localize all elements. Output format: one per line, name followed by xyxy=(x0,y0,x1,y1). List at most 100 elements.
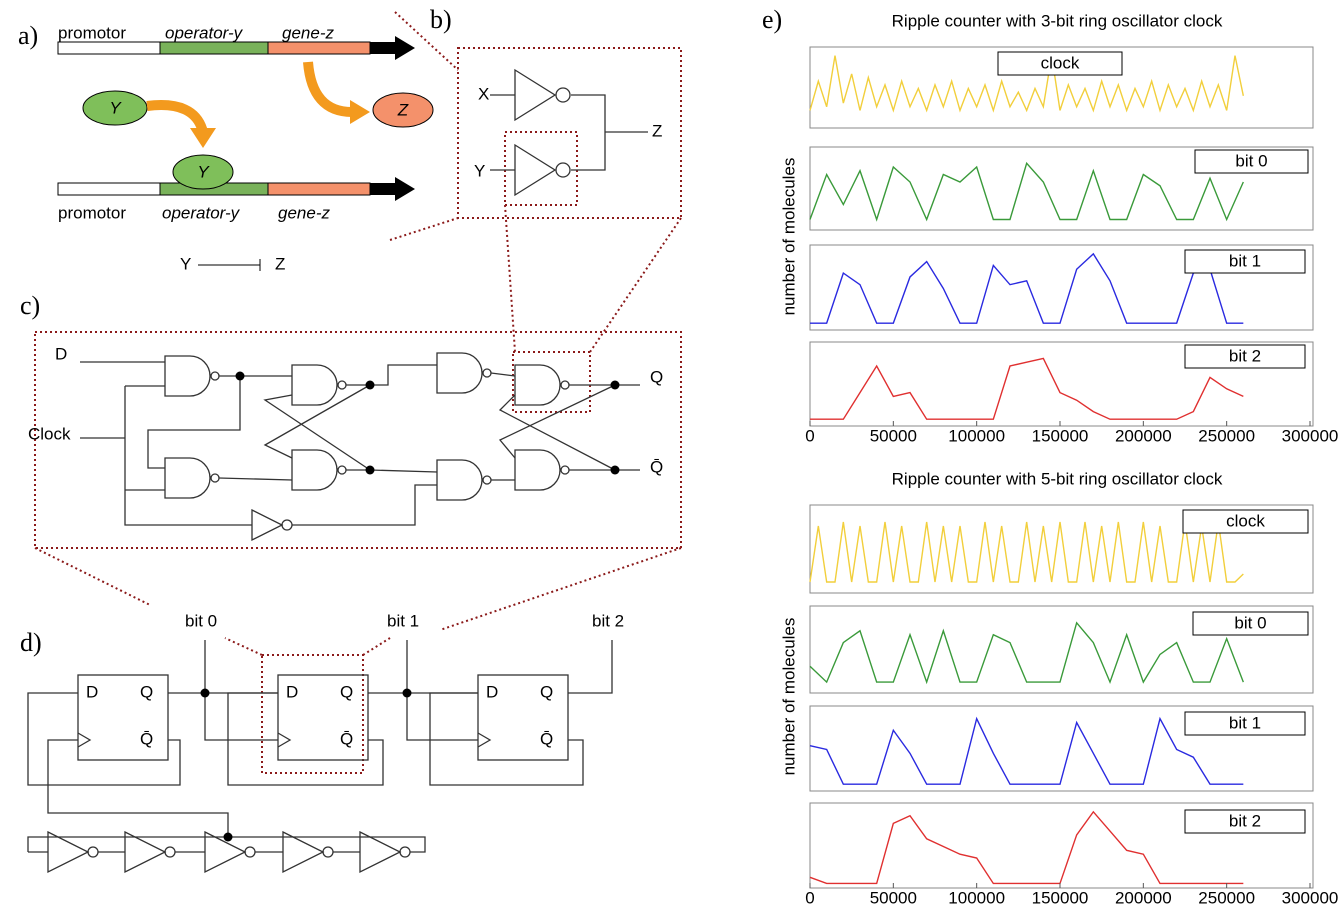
promoter: promotor xyxy=(58,23,126,42)
wire xyxy=(292,485,437,525)
chart: bit 1 xyxy=(810,245,1313,330)
bubble xyxy=(400,847,410,857)
inverter xyxy=(360,832,400,872)
wire xyxy=(219,478,292,480)
junction xyxy=(403,689,412,698)
pin-label: Q̄ xyxy=(140,729,153,748)
output: Q̄ xyxy=(650,457,663,476)
junction xyxy=(611,466,620,475)
x-tick-label: 50000 xyxy=(870,888,917,907)
bit-label: bit 0 xyxy=(185,611,217,630)
bubble xyxy=(561,466,569,474)
legend-label: clock xyxy=(1041,53,1080,72)
chart-title: Ripple counter with 5-bit ring oscillato… xyxy=(892,469,1223,488)
bubble xyxy=(338,381,346,389)
input: Clock xyxy=(28,424,71,443)
chart: bit 0 xyxy=(810,147,1313,230)
pin-label: Q xyxy=(140,682,153,701)
bubble xyxy=(282,520,292,530)
panel-d: d) bit 0 bit 1 bit 2 DQQ̄DQQ̄DQQ̄ xyxy=(20,611,624,872)
relation-to: Z xyxy=(275,254,285,273)
bubble xyxy=(245,847,255,857)
y-axis-label: number of molecules xyxy=(779,618,798,776)
bubble xyxy=(211,372,219,380)
bubble xyxy=(338,466,346,474)
chart: bit 205000010000015000020000025000030000… xyxy=(805,342,1338,445)
output: Q xyxy=(650,367,663,386)
junction xyxy=(224,833,233,842)
nand-gate xyxy=(437,353,482,393)
nand-gate xyxy=(165,458,210,498)
bubble xyxy=(211,474,219,482)
input: X xyxy=(478,84,489,103)
wire xyxy=(228,693,383,785)
panel-b: b) X Y Z xyxy=(390,5,681,352)
clock-input xyxy=(478,733,490,747)
panel-label: a) xyxy=(18,21,38,50)
inverter xyxy=(283,832,323,872)
wire xyxy=(346,365,437,385)
wire xyxy=(430,693,583,785)
bubble xyxy=(483,476,491,484)
junction xyxy=(201,689,210,698)
bit-label: bit 1 xyxy=(387,611,419,630)
nand-gate xyxy=(437,460,482,500)
x-tick-label: 150000 xyxy=(1032,888,1089,907)
pin-label: Q xyxy=(540,682,553,701)
clock-input xyxy=(78,733,90,747)
chart: bit 1 xyxy=(810,706,1313,791)
x-tick-label: 100000 xyxy=(948,426,1005,445)
wire xyxy=(48,740,228,837)
wire xyxy=(148,376,240,468)
pin-label: D xyxy=(286,682,298,701)
nand-gate xyxy=(515,450,560,490)
chart: bit 205000010000015000020000025000030000… xyxy=(805,803,1338,907)
legend-label: clock xyxy=(1226,511,1265,530)
wire xyxy=(28,693,180,785)
panel-c: c) D Clock Q Q̄ xyxy=(20,291,681,630)
panel-e: e) xyxy=(762,5,782,34)
relation-from: Y xyxy=(180,254,191,273)
bubble xyxy=(165,847,175,857)
wire xyxy=(125,386,252,525)
bound-repressor: Y xyxy=(197,162,210,181)
promoter: promotor xyxy=(58,203,126,222)
panel-label: d) xyxy=(20,628,42,657)
legend-label: bit 2 xyxy=(1229,346,1261,365)
x-tick-label: 100000 xyxy=(948,888,1005,907)
operator: operator-y xyxy=(162,203,241,222)
chart-title: Ripple counter with 3-bit ring oscillato… xyxy=(892,11,1223,30)
wire xyxy=(568,640,612,693)
figure: a) promotor operator-y gene-z Y Z Y prom… xyxy=(0,0,1343,907)
junction xyxy=(366,381,375,390)
bubble xyxy=(561,381,569,389)
x-tick-label: 50000 xyxy=(870,426,917,445)
output: Z xyxy=(652,121,662,140)
wire xyxy=(500,395,615,470)
legend-label: bit 0 xyxy=(1235,151,1267,170)
pin-label: Q̄ xyxy=(340,729,353,748)
x-tick-label: 0 xyxy=(805,426,814,445)
panel-a: a) promotor operator-y gene-z Y Z Y prom… xyxy=(18,21,433,274)
product: Z xyxy=(397,100,409,119)
pin-label: D xyxy=(86,682,98,701)
panel-label: c) xyxy=(20,291,40,320)
pin-label: Q̄ xyxy=(540,729,553,748)
nand-gate xyxy=(292,450,337,490)
legend-label: bit 1 xyxy=(1229,251,1261,270)
pin-label: Q xyxy=(340,682,353,701)
wire xyxy=(346,470,437,472)
legend-label: bit 2 xyxy=(1229,811,1261,830)
wire xyxy=(491,373,515,376)
bit-label: bit 2 xyxy=(592,611,624,630)
legend-label: bit 0 xyxy=(1234,613,1266,632)
operator: operator-y xyxy=(165,23,244,42)
gene: gene-z xyxy=(278,203,330,222)
x-tick-label: 300000 xyxy=(1282,426,1339,445)
x-tick-label: 200000 xyxy=(1115,888,1172,907)
x-tick-label: 250000 xyxy=(1198,888,1255,907)
y-axis-label: number of molecules xyxy=(779,158,798,316)
repressor: Y xyxy=(109,98,122,117)
chart: bit 0 xyxy=(810,606,1313,693)
clock-input xyxy=(278,733,290,747)
